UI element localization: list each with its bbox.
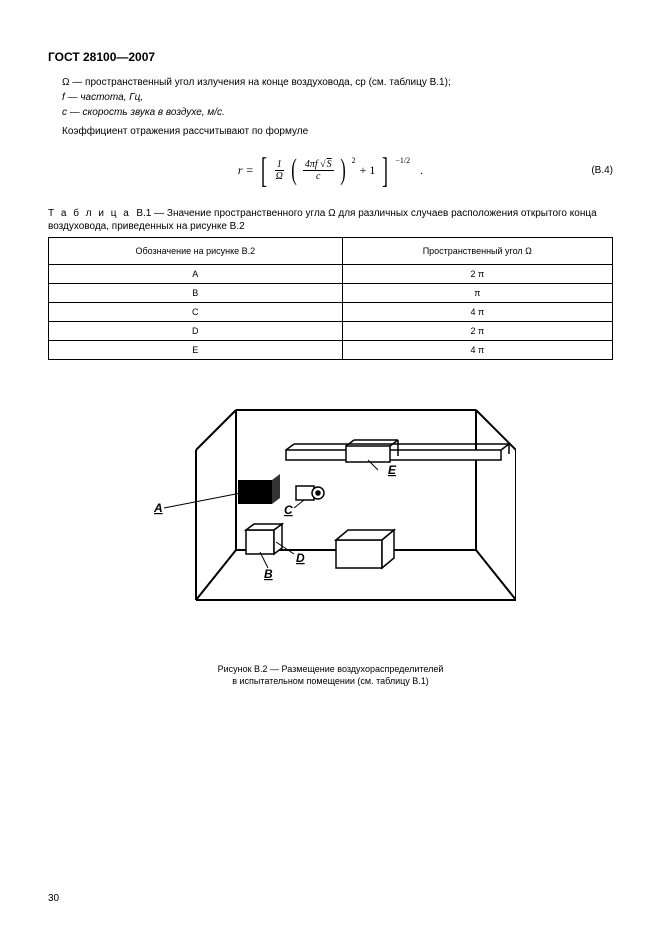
formula-dot: . <box>420 163 423 178</box>
label-C: C <box>284 503 293 517</box>
cell-k: A <box>49 265 343 284</box>
frac1: 1 Ω <box>274 159 285 182</box>
label-A: A <box>153 501 163 515</box>
definitions-block: Ω — пространственный угол излучения на к… <box>62 76 613 120</box>
table-b1: Обозначение на рисунке В.2 Пространствен… <box>48 237 613 360</box>
table-caption-prefix: Т а б л и ц а <box>48 208 131 219</box>
figure-caption-line2: в испытательном помещении (см. таблицу В… <box>48 676 613 688</box>
frac2-sqrtS: S <box>326 159 332 170</box>
frac1-den: Ω <box>274 171 285 182</box>
figure-b2: E A C B D <box>48 390 613 650</box>
cell-k: C <box>49 303 343 322</box>
frac2-num: 4πf √S <box>303 159 334 171</box>
rparen: ) <box>340 155 346 185</box>
label-B: B <box>264 567 273 581</box>
figure-caption: Рисунок В.2 — Размещение воздухораспреде… <box>48 664 613 687</box>
figure-caption-line1: Рисунок В.2 — Размещение воздухораспреде… <box>48 664 613 676</box>
coeff-text: Коэффициент отражения рассчитывают по фо… <box>62 126 613 137</box>
page-number: 30 <box>48 893 59 904</box>
table-row: Bπ <box>49 284 613 303</box>
label-E: E <box>388 463 397 477</box>
def-omega: Ω — пространственный угол излучения на к… <box>62 76 613 90</box>
lparen: ( <box>291 155 297 185</box>
plus-one: + 1 <box>360 163 376 178</box>
cell-k: E <box>49 341 343 360</box>
lbracket: [ <box>261 152 267 188</box>
def-c-text: с — скорость звука в воздухе, м/с. <box>62 107 225 118</box>
frac2-4pi: 4π <box>305 159 315 170</box>
doc-header: ГОСТ 28100—2007 <box>48 50 613 64</box>
cell-v: π <box>342 284 612 303</box>
table-row: D2 π <box>49 322 613 341</box>
cell-v: 2 π <box>342 265 612 284</box>
def-f-text: f — частота, Гц, <box>62 92 143 103</box>
exp-neg-half: −1/2 <box>395 156 410 165</box>
def-f: f — частота, Гц, <box>62 91 613 105</box>
formula: r = [ 1 Ω ( 4πf √S c ) 2 + 1 ] −1/2 . <box>238 152 423 188</box>
label-D: D <box>296 551 305 565</box>
figure-svg: E A C B D <box>146 390 516 650</box>
def-c: с — скорость звука в воздухе, м/с. <box>62 106 613 120</box>
frac1-num: 1 <box>275 159 284 171</box>
cell-k: D <box>49 322 343 341</box>
table-caption: Т а б л и ц а В.1 — Значение пространств… <box>48 207 613 233</box>
rbracket: ] <box>382 152 388 188</box>
frac2: 4πf √S c <box>303 159 334 182</box>
cell-v: 2 π <box>342 322 612 341</box>
formula-lhs: r = <box>238 163 254 178</box>
table-caption-text: В.1 — Значение пространственного угла Ω … <box>48 208 597 232</box>
cell-v: 4 π <box>342 341 612 360</box>
col2-header: Пространственный угол Ω <box>342 238 612 265</box>
equation-number: (В.4) <box>591 165 613 176</box>
col1-header: Обозначение на рисунке В.2 <box>49 238 343 265</box>
table-row: C4 π <box>49 303 613 322</box>
formula-row: r = [ 1 Ω ( 4πf √S c ) 2 + 1 ] −1/2 . (В… <box>48 147 613 193</box>
exp-2: 2 <box>352 156 356 165</box>
table-row: A2 π <box>49 265 613 284</box>
frac2-f: f <box>315 159 318 170</box>
frac2-den: c <box>314 171 322 182</box>
cell-v: 4 π <box>342 303 612 322</box>
table-header-row: Обозначение на рисунке В.2 Пространствен… <box>49 238 613 265</box>
table-row: E4 π <box>49 341 613 360</box>
cell-k: B <box>49 284 343 303</box>
